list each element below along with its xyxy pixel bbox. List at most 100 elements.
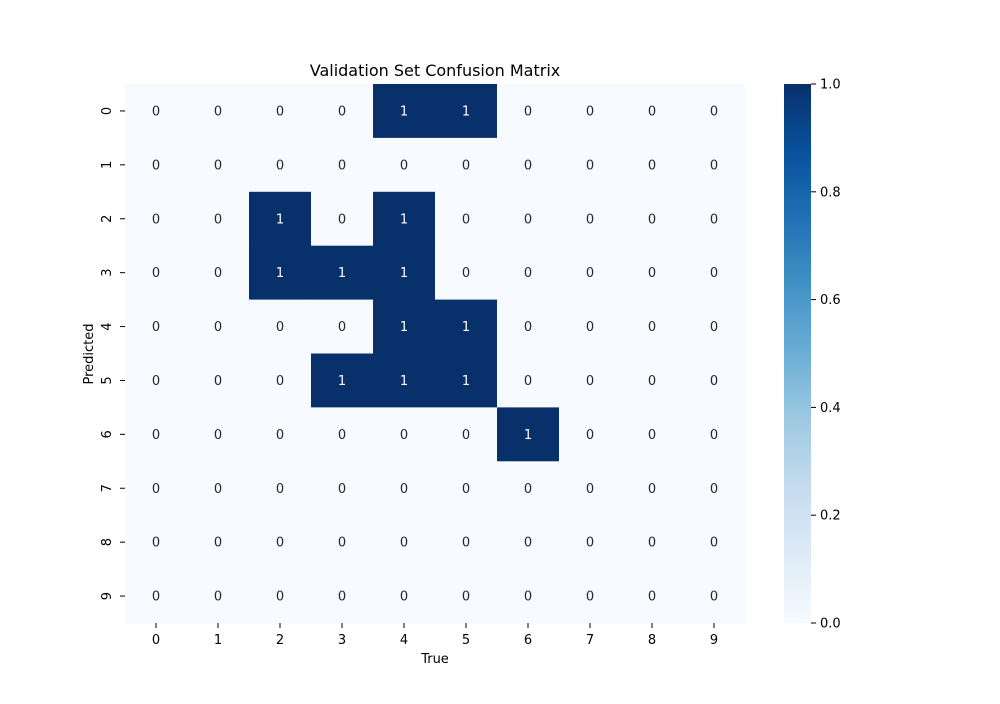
heatmap-cell-7-9 [683, 461, 746, 516]
heatmap-cell-4-6 [497, 299, 560, 354]
heatmap-cell-1-1 [187, 137, 250, 193]
heatmap-cell-5-3 [311, 353, 374, 408]
cell-annotation-9-1: 0 [214, 590, 222, 605]
cell-annotation-1-7: 0 [586, 158, 594, 173]
cell-annotation-2-3: 0 [338, 212, 346, 227]
cell-annotation-9-6: 0 [524, 590, 532, 605]
heatmap-cell-7-0 [125, 461, 188, 516]
cell-annotation-4-9: 0 [710, 320, 718, 335]
heatmap-cell-8-5 [435, 515, 498, 570]
heatmap-cell-8-0 [125, 515, 188, 570]
heatmap-cell-9-7 [559, 569, 622, 624]
cell-annotation-9-4: 0 [400, 590, 408, 605]
heatmap-cell-4-2 [249, 299, 312, 354]
heatmap-cell-1-8 [621, 137, 684, 193]
cell-annotation-3-0: 0 [152, 266, 160, 281]
colorbar-tick-label-0: 0.0 [820, 617, 841, 632]
heatmap-cell-0-0 [125, 84, 188, 139]
cell-annotation-9-7: 0 [586, 590, 594, 605]
heatmap-cell-2-8 [621, 191, 684, 247]
cell-annotation-2-4: 1 [400, 212, 408, 227]
cell-annotation-0-2: 0 [276, 104, 284, 119]
heatmap-cell-1-9 [683, 137, 746, 193]
cell-annotation-7-1: 0 [214, 482, 222, 497]
heatmap-cell-5-6 [497, 353, 560, 408]
cell-annotation-7-7: 0 [586, 482, 594, 497]
cell-annotation-5-9: 0 [710, 374, 718, 389]
heatmap-cell-3-1 [187, 245, 250, 301]
heatmap-cell-2-6 [497, 191, 560, 247]
cell-annotation-8-0: 0 [152, 536, 160, 551]
heatmap-cell-3-8 [621, 245, 684, 301]
cell-annotation-1-5: 0 [462, 158, 470, 173]
cell-annotation-6-2: 0 [276, 428, 284, 443]
heatmap-cell-0-9 [683, 84, 746, 139]
heatmap-cell-8-8 [621, 515, 684, 570]
colorbar-tick-label-3: 0.6 [820, 293, 841, 308]
heatmap-cell-7-1 [187, 461, 250, 516]
heatmap-cell-9-8 [621, 569, 684, 624]
cell-annotation-3-5: 0 [462, 266, 470, 281]
heatmap-cell-6-2 [249, 407, 312, 462]
heatmap-cell-1-7 [559, 137, 622, 193]
heatmap-cell-5-2 [249, 353, 312, 408]
cell-annotation-8-9: 0 [710, 536, 718, 551]
cell-annotation-1-0: 0 [152, 158, 160, 173]
cell-annotation-5-0: 0 [152, 374, 160, 389]
heatmap-cell-9-5 [435, 569, 498, 624]
cell-annotation-4-8: 0 [648, 320, 656, 335]
cell-annotation-7-0: 0 [152, 482, 160, 497]
cell-annotation-5-8: 0 [648, 374, 656, 389]
heatmap-cell-7-7 [559, 461, 622, 516]
x-tick-label-5: 5 [462, 633, 470, 648]
cell-annotation-3-4: 1 [400, 266, 408, 281]
cell-annotation-1-1: 0 [214, 158, 222, 173]
heatmap-cells [125, 84, 746, 624]
heatmap-cell-3-6 [497, 245, 560, 301]
cell-annotation-8-4: 0 [400, 536, 408, 551]
heatmap-cell-2-2 [249, 191, 312, 247]
cell-annotation-3-6: 0 [524, 266, 532, 281]
x-tick-label-7: 7 [586, 633, 594, 648]
cell-annotation-6-0: 0 [152, 428, 160, 443]
heatmap-cell-9-3 [311, 569, 374, 624]
x-tick-label-1: 1 [214, 633, 222, 648]
heatmap-cell-1-6 [497, 137, 560, 193]
cell-annotation-2-1: 0 [214, 212, 222, 227]
colorbar-tick-label-2: 0.4 [820, 401, 841, 416]
cell-annotation-3-1: 0 [214, 266, 222, 281]
heatmap-cell-6-8 [621, 407, 684, 462]
cell-annotation-7-2: 0 [276, 482, 284, 497]
x-axis-label: True [420, 652, 449, 667]
y-tick-label-0: 0 [100, 107, 115, 115]
heatmap-cell-5-4 [373, 353, 436, 408]
cell-annotation-8-8: 0 [648, 536, 656, 551]
colorbar-tick-label-5: 1.0 [820, 78, 841, 93]
y-axis: 0 1 2 3 4 5 6 7 8 9 [100, 107, 125, 600]
heatmap-cell-9-4 [373, 569, 436, 624]
cell-annotation-0-3: 0 [338, 104, 346, 119]
heatmap-cell-0-7 [559, 84, 622, 139]
x-tick-label-6: 6 [524, 633, 532, 648]
cell-annotation-9-0: 0 [152, 590, 160, 605]
colorbar [784, 84, 811, 623]
heatmap-cell-3-4 [373, 245, 436, 301]
cell-annotation-6-4: 0 [400, 428, 408, 443]
cell-annotation-1-8: 0 [648, 158, 656, 173]
heatmap-cell-8-1 [187, 515, 250, 570]
cell-annotation-3-8: 0 [648, 266, 656, 281]
heatmap-cell-8-6 [497, 515, 560, 570]
cell-annotation-6-5: 0 [462, 428, 470, 443]
heatmap-cell-0-5 [435, 84, 498, 139]
cell-annotation-5-5: 1 [462, 374, 470, 389]
y-tick-label-5: 5 [100, 376, 115, 384]
y-tick-label-3: 3 [100, 269, 115, 277]
cell-annotation-4-4: 1 [400, 320, 408, 335]
heatmap-cell-3-7 [559, 245, 622, 301]
cell-annotation-9-2: 0 [276, 590, 284, 605]
cell-annotation-9-9: 0 [710, 590, 718, 605]
cell-annotation-0-4: 1 [400, 104, 408, 119]
heatmap-cell-2-1 [187, 191, 250, 247]
heatmap-cell-4-0 [125, 299, 188, 354]
heatmap-cell-1-5 [435, 137, 498, 193]
